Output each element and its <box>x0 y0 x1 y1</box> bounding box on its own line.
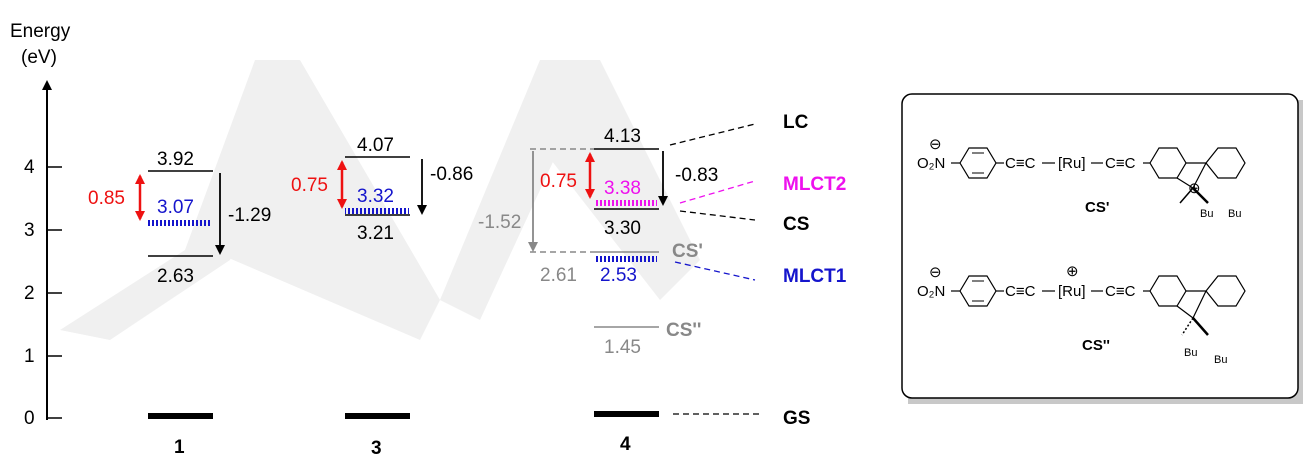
ruthenium: [Ru] <box>1058 283 1086 300</box>
level-mlct2 <box>594 200 657 206</box>
alkyne: C≡C <box>1005 283 1036 300</box>
level-value: 3.32 <box>357 186 394 207</box>
y-tick-label: 2 <box>24 283 35 304</box>
drop-value: -1.52 <box>478 212 521 233</box>
drop-value: -0.83 <box>675 165 718 186</box>
butyl: Bu <box>1184 347 1197 359</box>
level-value: 2.53 <box>600 265 637 286</box>
state-label-cs: CS <box>783 214 809 235</box>
y-tick-label: 0 <box>24 408 35 429</box>
butyl: Bu <box>1200 208 1213 220</box>
gs-bar-3 <box>345 413 410 419</box>
level-value: 2.63 <box>157 266 194 287</box>
level-value: 3.21 <box>357 223 394 244</box>
y-axis-unit: (eV) <box>21 47 57 68</box>
alkyne: C≡C <box>1005 155 1036 172</box>
y-tick-label: 1 <box>24 346 35 367</box>
gs-bar-1 <box>148 413 213 419</box>
compound-label: 4 <box>620 434 631 455</box>
gap-value: 0.75 <box>291 175 328 196</box>
level-mlct <box>148 220 212 226</box>
gap-value: 0.85 <box>88 188 125 209</box>
charge-minus: ⊖ <box>929 136 942 153</box>
level-value: 1.45 <box>604 337 641 358</box>
structure-label: CS'' <box>1082 337 1110 354</box>
compound-label: 1 <box>174 437 185 458</box>
y-tick-label: 3 <box>24 220 35 241</box>
charge-plus: ⊕ <box>1066 263 1079 280</box>
level-value: 3.30 <box>604 218 641 239</box>
ruthenium: [Ru] <box>1058 155 1086 172</box>
drop-value: -1.29 <box>228 205 271 226</box>
gap-value: 0.75 <box>540 171 577 192</box>
alkyne: C≡C <box>1105 283 1136 300</box>
level-value: 2.61 <box>540 265 577 286</box>
alkyne: C≡C <box>1105 155 1136 172</box>
state-label-mlct1: MLCT1 <box>783 266 847 287</box>
level-mlct <box>345 208 409 214</box>
state-label-lc: LC <box>783 112 809 133</box>
level-value: 3.38 <box>604 178 641 199</box>
compound-label: 3 <box>371 438 382 458</box>
level-mlct1 <box>594 256 657 262</box>
gs-bar-4 <box>594 411 659 417</box>
state-label-cs-prime: CS' <box>672 241 703 262</box>
nitro-group: O₂N <box>917 283 945 300</box>
charge-minus: ⊖ <box>929 264 942 281</box>
y-axis-title: Energy <box>10 21 71 42</box>
level-value: 4.07 <box>357 135 394 156</box>
level-value: 3.07 <box>157 197 194 218</box>
state-label-gs: GS <box>783 408 810 429</box>
y-tick-label: 4 <box>24 157 35 178</box>
y-axis: 0 1 2 3 4 Energy (eV) <box>10 21 71 429</box>
nitro-group: O₂N <box>917 155 945 172</box>
butyl: Bu <box>1214 354 1227 366</box>
level-value: 3.92 <box>157 149 194 170</box>
ground-state-bars <box>148 411 659 419</box>
state-label-cs-dprime: CS'' <box>666 320 701 341</box>
butyl: Bu <box>1228 208 1241 220</box>
structures-panel: ⊖ O₂N C≡C [Ru] C≡C ⊕ Bu Bu CS' ⊖ <box>902 94 1303 404</box>
structure-label: CS' <box>1085 199 1109 216</box>
state-label-mlct2: MLCT2 <box>783 174 846 195</box>
drop-value: -0.86 <box>430 164 473 185</box>
level-value: 4.13 <box>604 126 641 147</box>
